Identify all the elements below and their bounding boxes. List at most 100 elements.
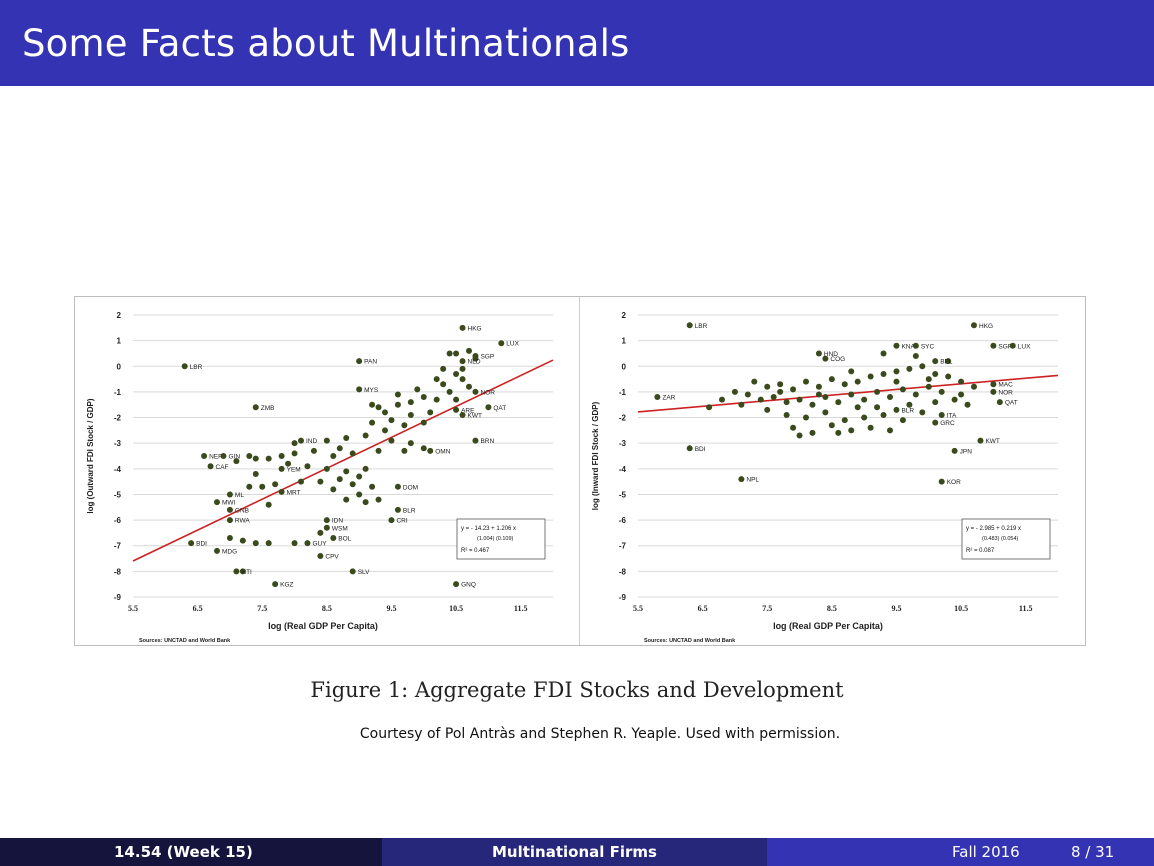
point-label: ZMB [261, 405, 275, 412]
data-point [925, 376, 932, 383]
data-point [854, 378, 861, 385]
data-point [874, 404, 881, 411]
y-tick-label: -6 [619, 516, 627, 525]
chart-source: Sources: UNCTAD and World Bank [644, 638, 736, 644]
data-point [919, 409, 926, 416]
data-point [803, 378, 809, 385]
data-point [356, 358, 363, 365]
data-point [848, 427, 855, 434]
data-point [407, 411, 414, 418]
point-label: KOR [947, 479, 961, 486]
regression-r2: R² = 0.467 [461, 548, 490, 554]
data-point [990, 342, 997, 349]
y-axis-title: log (Outward FDI Stock / GDP) [86, 398, 95, 513]
data-point [893, 368, 900, 375]
point-label: IDN [332, 518, 344, 525]
data-point [226, 506, 233, 513]
regression-box [456, 518, 546, 560]
point-label: BEL [940, 359, 953, 366]
data-point [880, 370, 887, 377]
data-point [706, 404, 713, 411]
figure-caption: Figure 1: Aggregate FDI Stocks and Devel… [310, 678, 844, 702]
point-label: CAF [216, 464, 229, 471]
data-point [278, 453, 285, 459]
point-label: BDI [695, 446, 706, 453]
data-point [375, 404, 382, 411]
data-point [466, 383, 472, 390]
data-point [932, 358, 939, 365]
data-point [848, 391, 855, 398]
data-point [362, 465, 369, 472]
point-label: BDI [196, 541, 207, 548]
data-point [1009, 342, 1016, 349]
data-point [751, 378, 758, 385]
data-point [459, 324, 466, 331]
data-point [485, 404, 492, 411]
data-point [394, 401, 401, 408]
point-label: JPN [960, 448, 973, 455]
point-label: ITA [947, 412, 957, 419]
point-label: ZAR [662, 395, 675, 402]
data-point [498, 340, 505, 347]
data-point [938, 478, 945, 485]
data-point [420, 394, 427, 401]
data-point [958, 378, 965, 385]
regression-equation: y = - 14.23 + 1.206 x [461, 526, 516, 532]
data-point [226, 535, 233, 542]
data-point [867, 373, 874, 380]
data-point [239, 568, 246, 575]
footer-course-segment: 14.54 (Week 15) [0, 838, 382, 866]
x-tick-label: 9.5 [891, 604, 901, 613]
y-tick-label: 2 [117, 311, 122, 320]
data-point [394, 506, 401, 513]
point-label: QAT [1005, 400, 1018, 407]
data-point [375, 496, 382, 503]
y-tick-label: -2 [619, 414, 627, 423]
data-point [446, 350, 453, 357]
data-point [440, 381, 447, 388]
data-point [265, 501, 272, 508]
data-point [317, 529, 324, 536]
data-point [207, 463, 214, 470]
y-tick-label: -3 [114, 439, 122, 448]
data-point [783, 411, 790, 418]
data-point [777, 388, 784, 395]
data-point [453, 406, 460, 413]
data-point [472, 437, 479, 444]
data-point [323, 465, 330, 472]
footer-date: Fall 2016 [952, 843, 1020, 861]
data-point [252, 540, 259, 547]
data-point [841, 381, 848, 388]
point-label: ARE [461, 407, 475, 414]
point-label: SLV [358, 569, 370, 576]
data-point [382, 427, 388, 434]
data-point [330, 486, 337, 493]
data-point [304, 463, 311, 470]
data-point [809, 429, 816, 436]
data-point [880, 350, 887, 357]
data-point [867, 424, 874, 431]
point-label: SYC [921, 343, 935, 350]
data-point [407, 399, 414, 406]
y-tick-label: -1 [114, 388, 122, 397]
data-point [790, 424, 797, 431]
point-label: RWA [235, 518, 250, 525]
data-point [323, 517, 330, 524]
data-point [764, 406, 771, 413]
data-point [349, 450, 356, 457]
data-point [214, 499, 220, 506]
x-axis-title: log (Real GDP Per Capita) [268, 621, 378, 631]
data-point [388, 517, 395, 524]
point-label: HKG [468, 325, 482, 332]
point-label: BLR [901, 407, 914, 414]
y-tick-label: -9 [619, 593, 627, 602]
data-point [265, 540, 272, 547]
inward-fdi-panel: 2 1 0 -1 -2 -3 -4 -5 -6 -7 -8 -9 5.5 6.5 7.5 8.5 9.5 10.5… [580, 297, 1085, 645]
data-point [932, 419, 939, 426]
point-label: YEM [287, 466, 301, 473]
data-point [278, 488, 285, 495]
footer-topic: Multinational Firms [382, 838, 767, 866]
data-point [945, 373, 952, 380]
data-point [861, 396, 868, 403]
data-point [440, 365, 447, 372]
